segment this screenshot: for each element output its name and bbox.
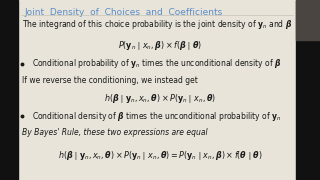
Bar — [296, 0, 320, 40]
Text: $P(\mathbf{y}_n \mid x_n, \boldsymbol{\beta}) \times f(\boldsymbol{\beta} \mid \: $P(\mathbf{y}_n \mid x_n, \boldsymbol{\b… — [118, 39, 202, 52]
Text: By Bayes' Rule, these two expressions are equal: By Bayes' Rule, these two expressions ar… — [22, 128, 208, 137]
Bar — [18, 0, 296, 180]
Text: Joint  Density  of  Choices  and  Coefficients: Joint Density of Choices and Coefficient… — [24, 8, 222, 17]
Text: Conditional density of $\boldsymbol{\beta}$ times the unconditional probability : Conditional density of $\boldsymbol{\bet… — [32, 110, 282, 123]
Text: Conditional probability of $\mathbf{y}_n$ times the unconditional density of $\b: Conditional probability of $\mathbf{y}_n… — [32, 57, 282, 70]
Bar — [296, 0, 320, 180]
Text: $h(\boldsymbol{\beta} \mid \mathbf{y}_n, x_n, \boldsymbol{\theta}) \times P(\mat: $h(\boldsymbol{\beta} \mid \mathbf{y}_n,… — [58, 149, 262, 162]
Bar — [0, 0, 18, 180]
Text: $h(\boldsymbol{\beta} \mid \mathbf{y}_n, x_n, \boldsymbol{\theta}) \times P(\mat: $h(\boldsymbol{\beta} \mid \mathbf{y}_n,… — [104, 92, 216, 105]
Text: If we reverse the conditioning, we instead get: If we reverse the conditioning, we inste… — [22, 76, 198, 85]
Text: The integrand of this choice probability is the joint density of $\mathbf{y}_n$ : The integrand of this choice probability… — [22, 18, 292, 31]
